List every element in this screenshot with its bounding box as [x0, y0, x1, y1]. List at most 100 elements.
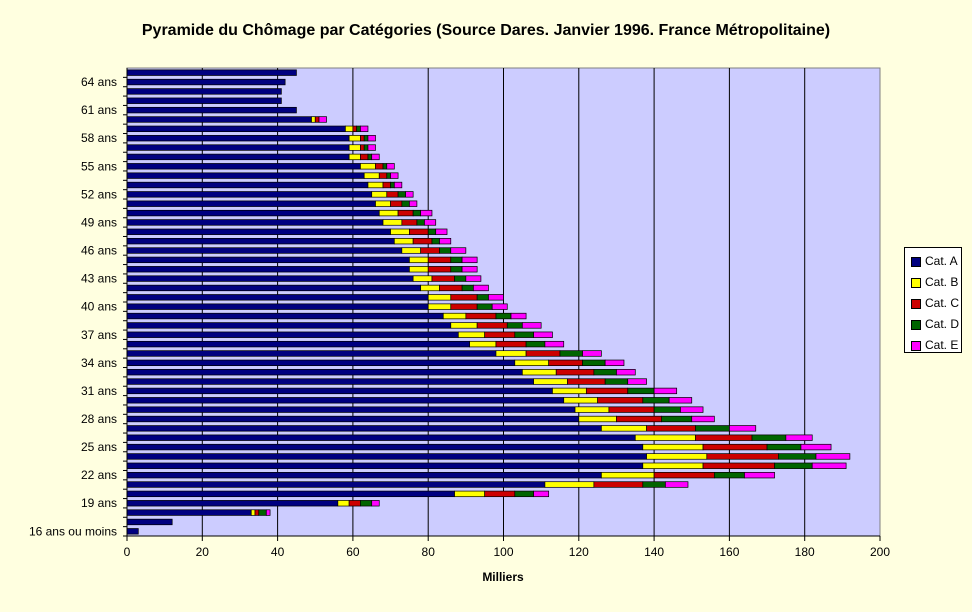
- bar-segment: [367, 135, 376, 142]
- bar-segment: [491, 303, 508, 310]
- bar-segment: [397, 209, 414, 217]
- bar-segment: [473, 284, 489, 292]
- bar-segment: [382, 181, 391, 189]
- bar-segment: [409, 200, 418, 207]
- bar-segment: [126, 350, 497, 357]
- bar-segment: [593, 369, 617, 376]
- x-tick-label: 0: [124, 545, 131, 559]
- bar-segment: [627, 378, 647, 385]
- bar-segment: [126, 490, 455, 498]
- bar-segment: [514, 490, 534, 498]
- bar-segment: [495, 312, 512, 320]
- bar-segment: [314, 116, 320, 123]
- bar-segment: [488, 294, 504, 301]
- bar-segment: [811, 462, 847, 469]
- legend: Cat. A Cat. B Cat. C Cat. D Cat. E: [904, 247, 962, 353]
- bar-segment: [401, 200, 410, 207]
- x-tick-label: 100: [493, 545, 513, 559]
- bar-segment: [751, 434, 787, 441]
- bar-segment: [420, 284, 440, 292]
- legend-label: Cat. A: [925, 254, 958, 268]
- legend-swatch: [911, 341, 921, 351]
- bar-segment: [461, 266, 478, 273]
- bar-segment: [427, 294, 452, 301]
- bar-segment: [126, 303, 429, 310]
- bar-segment: [348, 500, 361, 507]
- y-tick-label: 16 ans ou moins: [29, 524, 117, 538]
- bar-segment: [469, 340, 497, 348]
- bar-segment: [126, 69, 297, 76]
- bar-segment: [668, 397, 693, 404]
- bar-segment: [126, 275, 414, 282]
- bar-segment: [454, 490, 486, 498]
- bar-segment: [521, 322, 542, 329]
- y-tick-label: 46 ans: [81, 244, 117, 258]
- bar-segment: [126, 472, 602, 479]
- bar-segment: [412, 238, 433, 245]
- bar-segment: [371, 191, 388, 198]
- bar-segment: [450, 303, 478, 310]
- y-tick-label: 31 ans: [81, 384, 117, 398]
- bar-segment: [363, 144, 369, 151]
- bar-segment: [401, 247, 422, 254]
- bar-segment: [126, 331, 459, 338]
- bar-segment: [450, 322, 478, 329]
- bar-segment: [126, 462, 644, 469]
- bar-segment: [126, 228, 391, 235]
- bar-segment: [371, 500, 380, 507]
- legend-swatch: [911, 278, 921, 288]
- bar-segment: [371, 153, 380, 161]
- bar-segment: [126, 219, 384, 226]
- x-tick-label: 180: [795, 545, 815, 559]
- y-tick-label: 25 ans: [81, 440, 117, 454]
- bar-segment: [390, 181, 395, 189]
- bar-segment: [311, 116, 316, 123]
- bar-segment: [409, 266, 429, 273]
- bar-segment: [375, 200, 391, 207]
- bar-segment: [250, 509, 256, 516]
- bar-segment: [454, 275, 467, 282]
- bar-segment: [401, 219, 418, 226]
- bar-segment: [126, 144, 350, 151]
- bar-segment: [375, 163, 384, 170]
- x-tick-label: 140: [644, 545, 664, 559]
- bar-segment: [427, 228, 437, 235]
- bar-segment: [661, 415, 693, 423]
- bar-segment: [126, 116, 312, 123]
- bar-segment: [585, 387, 629, 395]
- bar-segment: [126, 443, 644, 451]
- bar-segment: [427, 256, 452, 264]
- bar-segment: [427, 303, 452, 310]
- bar-segment: [706, 453, 779, 460]
- bar-segment: [544, 340, 565, 348]
- bar-segment: [126, 88, 282, 95]
- axes-layer: 0 20 40 60 80 100 120 140 160 180 200 16 ans ou moi…: [29, 68, 890, 559]
- bar-segment: [386, 163, 395, 170]
- bar-segment: [465, 312, 497, 320]
- bar-segment: [126, 256, 410, 264]
- y-tick-label: 22 ans: [81, 468, 117, 482]
- bar-segment: [367, 181, 384, 189]
- bar-segment: [653, 472, 715, 479]
- bar-segment: [427, 266, 452, 273]
- bar-segment: [386, 172, 391, 179]
- bar-segment: [265, 509, 271, 516]
- bar-segment: [390, 228, 410, 235]
- chart-title: Pyramide du Chômage par Catégories (Sour…: [141, 22, 831, 39]
- bar-segment: [484, 490, 516, 498]
- bar-segment: [774, 462, 813, 469]
- bar-segment: [126, 397, 565, 404]
- legend-swatch: [911, 257, 921, 267]
- bar-segment: [126, 359, 516, 366]
- bar-segment: [431, 238, 440, 245]
- bar-segment: [548, 359, 583, 366]
- bar-segment: [126, 500, 339, 507]
- bar-segment: [744, 472, 775, 479]
- bar-segment: [337, 500, 350, 507]
- bar-segment: [393, 238, 414, 245]
- bar-segment: [420, 209, 433, 217]
- bar-segment: [126, 369, 523, 376]
- bar-segment: [525, 340, 546, 348]
- y-tick-label: 52 ans: [81, 187, 117, 201]
- y-tick-label: 58 ans: [81, 131, 117, 145]
